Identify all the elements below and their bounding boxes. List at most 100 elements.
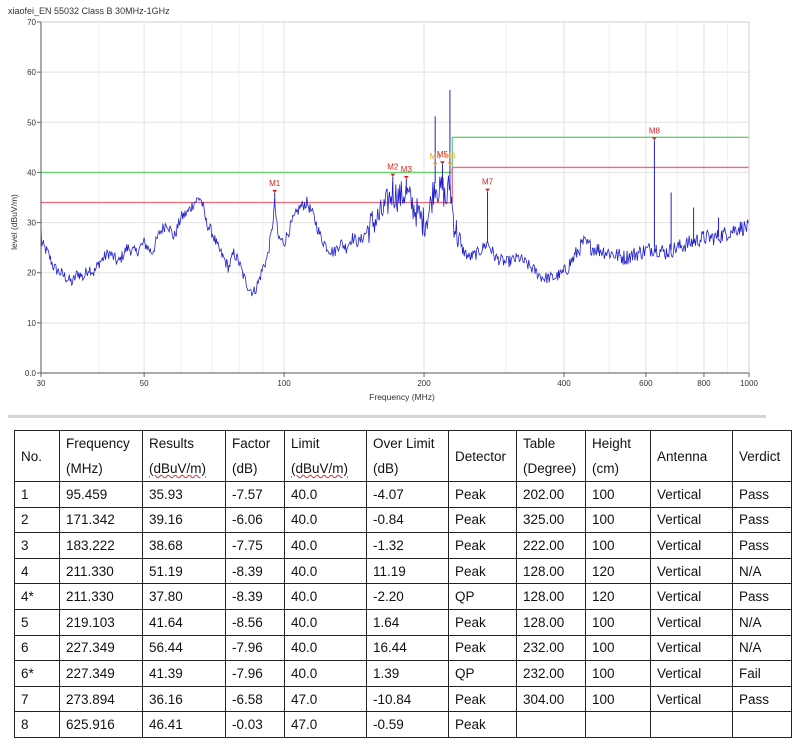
cell-factor: -8.39	[225, 557, 285, 585]
cell-table: 232.00	[516, 634, 586, 662]
marker-label-m1: M1	[269, 179, 281, 188]
cell-limit: 40.0	[284, 557, 367, 585]
marker-m3	[403, 176, 409, 180]
table-row: 2 171.342 39.16 -6.06 40.0 -0.84 Peak 325.00 100…	[14, 506, 792, 534]
marker-label-m3: M3	[401, 165, 413, 174]
cell-table: 325.00	[516, 506, 586, 534]
cell-limit: 47.0	[284, 685, 367, 713]
marker-label-m7: M7	[482, 178, 494, 187]
cell-height: 100	[585, 532, 651, 559]
cell-no: 5	[14, 608, 60, 636]
header-frequency: Frequency (MHz)	[59, 430, 143, 482]
section-divider	[8, 415, 766, 418]
cell-antenna: Vertical	[650, 481, 733, 508]
cell-results: 56.44	[142, 634, 226, 662]
cell-verdict: Pass	[732, 583, 792, 610]
cell-antenna: Vertical	[650, 583, 733, 610]
cell-limit: 40.0	[284, 506, 367, 534]
header-no: No.	[14, 430, 60, 482]
cell-over-limit: 16.44	[366, 634, 449, 662]
cell-over-limit: 11.19	[366, 557, 449, 585]
x-tick-label: 100	[277, 379, 291, 388]
cell-verdict: Fail	[732, 660, 792, 687]
table-row: 4* 211.330 37.80 -8.39 40.0 -2.20 QP 128.00 120 V…	[14, 583, 792, 610]
x-tick-label: 1000	[740, 379, 758, 388]
cell-results: 35.93	[142, 481, 226, 508]
marker-m7	[485, 188, 491, 192]
cell-verdict: N/A	[732, 634, 792, 662]
cell-antenna: Vertical	[650, 634, 733, 662]
cell-results: 36.16	[142, 685, 226, 713]
marker-label-m6: M6	[444, 151, 456, 160]
cell-antenna: Vertical	[650, 608, 733, 636]
cell-frequency: 211.330	[59, 583, 143, 610]
cell-results: 41.64	[142, 608, 226, 636]
x-tick-label: 800	[697, 379, 711, 388]
cell-over-limit: -0.59	[366, 711, 449, 738]
table-row: 8 625.916 46.41 -0.03 47.0 -0.59 Peak	[14, 711, 792, 738]
y-tick-label: 0.0	[25, 369, 37, 378]
cell-antenna: Vertical	[650, 506, 733, 534]
table-header-row: No. Frequency (MHz) Results (dBuV/m) Facto…	[14, 430, 792, 482]
x-tick-label: 400	[557, 379, 571, 388]
cell-table: 128.00	[516, 557, 586, 585]
cell-no: 6*	[14, 660, 60, 687]
cell-no: 4	[14, 557, 60, 585]
marker-label-m5: M5	[437, 150, 449, 159]
cell-limit: 40.0	[284, 481, 367, 508]
cell-results: 38.68	[142, 532, 226, 559]
header-height: Height (cm)	[585, 430, 651, 482]
cell-antenna: Vertical	[650, 660, 733, 687]
cell-factor: -7.96	[225, 634, 285, 662]
cell-limit: 40.0	[284, 608, 367, 636]
cell-detector: Peak	[448, 506, 517, 534]
cell-antenna: Vertical	[650, 557, 733, 585]
chart-title: xiaofei_EN 55032 Class B 30MHz-1GHz	[8, 6, 170, 16]
cell-height: 100	[585, 660, 651, 687]
cell-no: 7	[14, 685, 60, 713]
cell-no: 6	[14, 634, 60, 662]
cell-factor: -8.39	[225, 583, 285, 610]
x-tick-label: 30	[37, 379, 46, 388]
marker-m6	[447, 162, 453, 166]
marker-label-m8: M8	[649, 126, 661, 135]
cell-results: 41.39	[142, 660, 226, 687]
y-tick-label: 70	[27, 18, 36, 27]
cell-table: 202.00	[516, 481, 586, 508]
y-tick-label: 10	[27, 319, 36, 328]
cell-table: 222.00	[516, 532, 586, 559]
cell-factor: -6.06	[225, 506, 285, 534]
marker-m4	[432, 162, 438, 166]
header-results: Results (dBuV/m)	[142, 430, 226, 482]
cell-limit: 47.0	[284, 711, 367, 738]
marker-label-m4: M4	[430, 152, 442, 161]
cell-results: 51.19	[142, 557, 226, 585]
x-tick-label: 200	[417, 379, 431, 388]
cell-table: 232.00	[516, 660, 586, 687]
cell-verdict: Pass	[732, 532, 792, 559]
cell-results: 39.16	[142, 506, 226, 534]
cell-height: 100	[585, 506, 651, 534]
cell-verdict: Pass	[732, 685, 792, 713]
cell-frequency: 183.222	[59, 532, 143, 559]
cell-table	[516, 711, 586, 738]
cell-frequency: 227.349	[59, 660, 143, 687]
marker-m1	[272, 189, 278, 193]
y-tick-label: 60	[27, 68, 36, 77]
x-tick-label: 50	[140, 379, 149, 388]
y-tick-label: 50	[27, 118, 36, 127]
cell-over-limit: 1.39	[366, 660, 449, 687]
cell-factor: -7.96	[225, 660, 285, 687]
cell-detector: QP	[448, 660, 517, 687]
cell-detector: Peak	[448, 608, 517, 636]
cell-height: 120	[585, 583, 651, 610]
cell-verdict: N/A	[732, 608, 792, 636]
cell-over-limit: -2.20	[366, 583, 449, 610]
cell-detector: Peak	[448, 481, 517, 508]
x-tick-label: 600	[639, 379, 653, 388]
measured-trace	[40, 175, 750, 297]
table-row: 1 95.459 35.93 -7.57 40.0 -4.07 Peak 202.00 100 V…	[14, 481, 792, 508]
cell-no: 4*	[14, 583, 60, 610]
cell-detector: Peak	[448, 685, 517, 713]
cell-height: 100	[585, 481, 651, 508]
